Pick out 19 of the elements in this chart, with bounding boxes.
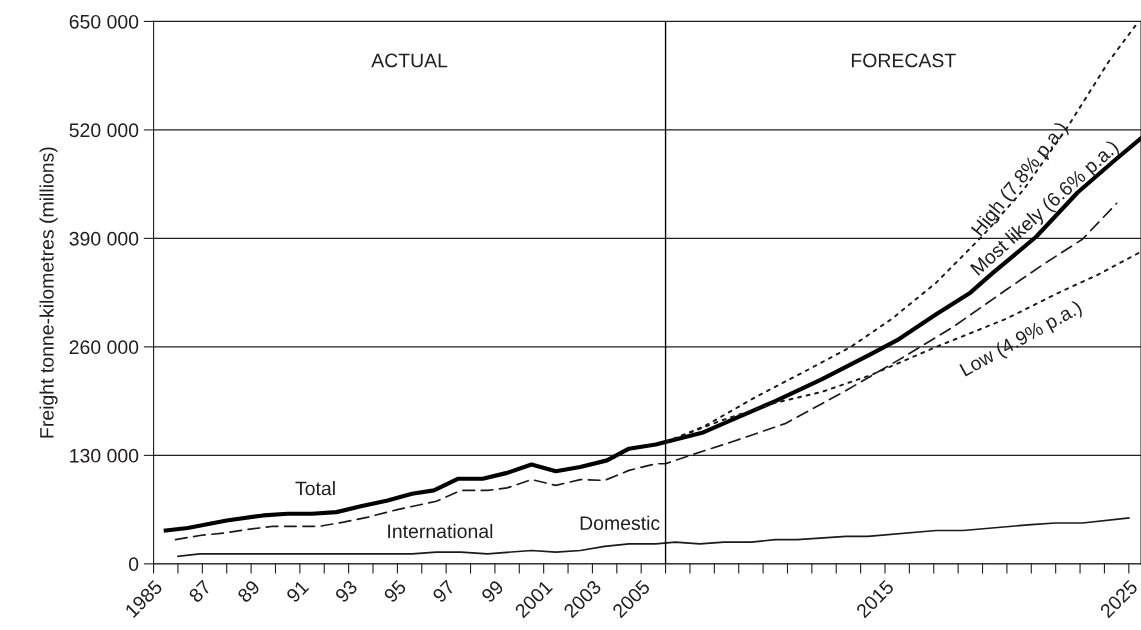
y-tick-label: 260 000 (69, 340, 139, 355)
x-tick-label: 87 (188, 579, 212, 604)
x-tick-label: 97 (431, 579, 456, 604)
y-tick-label: 130 000 (70, 448, 139, 463)
y-tick-label: 520 000 (69, 123, 139, 138)
x-tick-label: 99 (480, 579, 505, 604)
series-label: Domestic (580, 515, 660, 531)
annotation: ACTUAL (371, 53, 448, 68)
series-label: Total (295, 481, 335, 496)
y-tick-label: 0 (128, 557, 139, 572)
annotation: FORECAST (851, 53, 956, 68)
x-tick-label: 91 (285, 579, 310, 604)
y-axis-title: Freight tonne-kilometres (millions) (39, 147, 58, 438)
x-tick-label: 93 (334, 579, 359, 604)
x-tick-label: 95 (383, 579, 407, 604)
y-tick-label: 650 000 (69, 14, 139, 29)
series-label: International (388, 523, 493, 539)
y-tick-label: 390 000 (69, 231, 139, 246)
x-tick-label: 89 (236, 579, 261, 604)
